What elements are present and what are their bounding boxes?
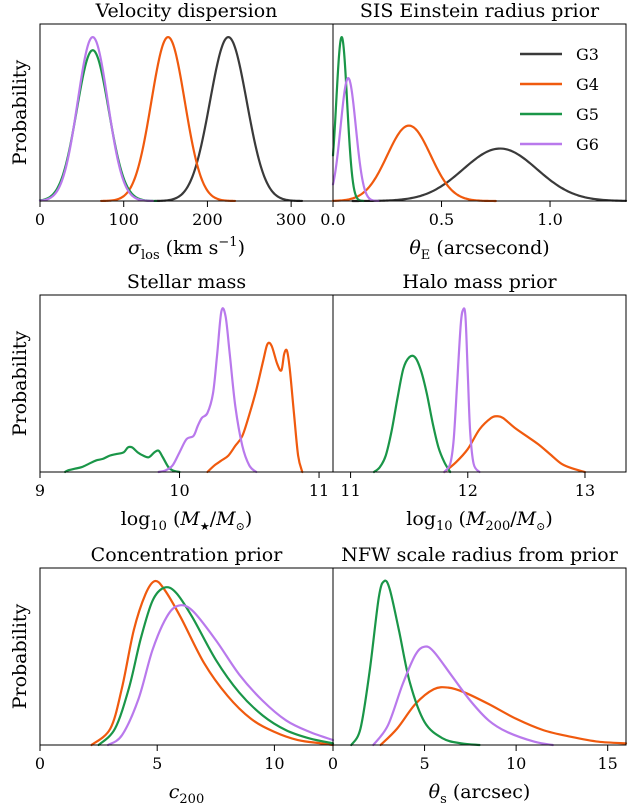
x-tick-label: 100 [108,210,139,229]
series-g5-line [38,49,158,203]
x-tick-label: 200 [192,210,223,229]
panel-title: Concentration prior [91,544,284,566]
series-g6-line [106,604,335,747]
panel-title: SIS Einstein radius prior [360,0,600,22]
panel-4: 11 12 13 Halo mass prior log10 (M200/M⊙) [332,271,627,534]
x-axis-label: θs (arcsec) [429,781,531,803]
x-tick-label: 1.0 [537,210,562,229]
x-tick-label: 10 [169,481,189,500]
x-tick-label: 13 [575,481,595,500]
plot-frame [332,294,627,473]
series-g4-line [331,124,497,203]
panel-title: Velocity dispersion [95,0,278,22]
series-g6-line [157,307,258,474]
y-axis-label: Probability [9,59,31,165]
x-tick-label: 0 [328,754,338,773]
x-tick-label: 0.5 [429,210,454,229]
plot-frame [332,567,627,746]
x-tick-label: 9 [35,481,45,500]
panel-title: Stellar mass [127,271,246,293]
plot-frame [39,567,334,746]
series-g4-line [206,341,304,474]
x-tick-label: 0.0 [320,210,345,229]
panel-5: 0 5 10 Concentration prior c200 Probability [9,544,335,803]
x-tick-label: 11 [309,481,329,500]
series-g4-line [100,36,237,203]
x-tick-label: 12 [458,481,478,500]
panel-6-series [350,579,628,747]
x-tick-label: 0 [35,754,45,773]
series-g6-line [38,36,155,203]
x-axis-label: log10 (M200/M⊙) [406,508,553,534]
panel-5-series [90,579,335,747]
series-g4-line [443,415,587,474]
series-g4-line [379,686,628,747]
x-axis-label: θE (arcsecond) [409,237,549,263]
x-tick-label: 15 [598,754,618,773]
series-g6-line [443,307,481,474]
panel-1: 0 100 200 300 Velocity dispersion σlos (km s−… [9,0,334,263]
panel-2-series [331,36,628,203]
x-tick-label: 10 [506,754,526,773]
x-tick-label: 0 [35,210,45,229]
panel-title: NFW scale radius from prior [341,544,619,566]
series-g5-line [372,354,452,474]
series-g4-line [90,579,335,747]
x-axis-label: c200 [169,781,204,803]
series-g5-line [97,586,335,747]
panel-1-series [38,36,304,203]
plot-frame [332,23,627,202]
panel-3: 9 10 11 Stellar mass log10 (M★/M⊙) Probabilit… [9,271,334,534]
series-g5-line [331,36,365,203]
x-tick-label: 11 [340,481,360,500]
panel-2: 0.0 0.5 1.0 SIS Einstein radius prior θE (ar… [320,0,628,263]
legend: G3 G4 G5 G6 [520,45,599,154]
y-axis-label: Probability [9,330,31,436]
legend-label-g4: G4 [576,75,599,94]
x-axis-label: log10 (M★/M⊙) [121,508,253,534]
series-g6-line [331,76,380,203]
plot-frame [39,294,334,473]
series-g6-line [372,645,554,747]
series-g3-line [153,36,304,203]
series-g3-line [351,147,628,203]
series-g5-line [64,445,181,474]
legend-label-g5: G5 [576,105,599,124]
x-tick-label: 5 [152,754,162,773]
x-axis-label: σlos (km s−1) [128,235,245,263]
y-axis-label: Probability [9,603,31,709]
x-tick-label: 10 [264,754,284,773]
x-tick-label: 5 [419,754,429,773]
legend-label-g6: G6 [576,135,599,154]
x-tick-label: 300 [276,210,307,229]
panel-4-series [372,307,587,474]
panel-3-series [64,307,304,474]
panel-6: 0 5 10 15 NFW scale radius from prior θs (arc… [328,544,628,803]
panel-title: Halo mass prior [402,271,557,293]
legend-label-g3: G3 [576,45,599,64]
series-g5-line [350,579,481,747]
